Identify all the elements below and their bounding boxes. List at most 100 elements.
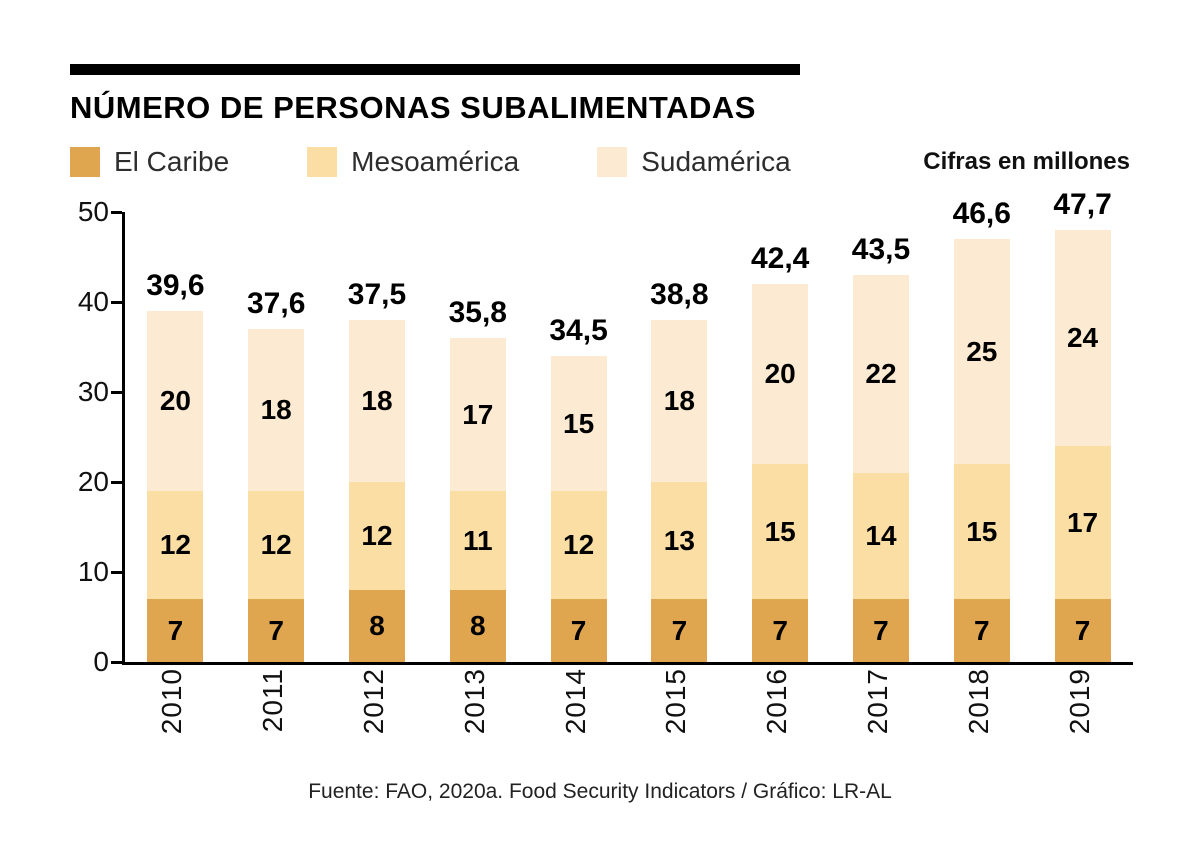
- bar-column-2011: 37,6 18 12 7: [247, 212, 305, 662]
- bar-segment-sudamérica: 24: [1054, 230, 1111, 446]
- x-axis-labels: 2010 2011 2012 2013 2014 2015 2016 2017 2018 2019: [122, 668, 1130, 768]
- y-axis-tick-label: 50: [77, 196, 109, 227]
- bar-segment-sudamérica: 17: [449, 338, 506, 491]
- bar-total-label: 37,5: [347, 278, 407, 311]
- segment-value-label: 25: [966, 335, 998, 367]
- bar-segment-el-caribe: 7: [953, 599, 1010, 662]
- segment-value-label: 12: [159, 529, 191, 560]
- bar-segment-el-caribe: 7: [651, 599, 708, 662]
- y-axis-tick-label: 30: [77, 376, 109, 407]
- segment-value-label: 15: [966, 515, 998, 547]
- bar-segment-mesoamérica: 11: [449, 491, 506, 590]
- bar-column-2012: 37,5 18 12 8: [348, 212, 406, 662]
- legend-label: Sudamérica: [641, 146, 791, 177]
- source-note: Fuente: FAO, 2020a. Food Security Indica…: [308, 780, 892, 803]
- x-axis-year-label: 2016: [761, 668, 793, 735]
- x-axis-label-cell: 2016: [749, 668, 805, 768]
- legend-swatch: [597, 147, 628, 177]
- x-axis-label-cell: 2012: [346, 668, 402, 768]
- chart: 39,6 20 12 7 37,6 18 12 7 37,5 18 12 8 35,8 17 11 8 34,5…: [78, 188, 1133, 676]
- bar-column-2010: 39,6 20 12 7: [146, 212, 205, 662]
- y-axis-tick-label: 10: [77, 556, 109, 587]
- segment-value-label: 7: [772, 614, 788, 646]
- bar-total-label: 43,5: [851, 233, 911, 266]
- bar-segment-mesoamérica: 14: [852, 473, 909, 599]
- bar-column-2015: 38,8 18 13 7: [650, 212, 709, 662]
- y-axis-tick: [111, 300, 122, 304]
- segment-value-label: 18: [361, 385, 393, 416]
- bar-column-2014: 34,5 15 12 7: [549, 212, 608, 662]
- bar-segment-mesoamérica: 13: [651, 482, 708, 599]
- legend-item: El Caribe: [70, 146, 229, 178]
- bar-total-label: 35,8: [448, 296, 507, 329]
- bar-total-label: 34,5: [549, 314, 608, 347]
- bar-segment-mesoamérica: 12: [348, 482, 405, 590]
- segment-value-label: 7: [1074, 614, 1091, 646]
- segment-value-label: 17: [462, 398, 494, 430]
- segment-value-label: 17: [1066, 506, 1099, 538]
- bar-total-label: 38,8: [650, 278, 709, 311]
- x-axis-year-label: 2018: [962, 668, 994, 735]
- bar-segment-sudamérica: 20: [752, 284, 809, 464]
- x-axis-year-label: 2015: [660, 668, 692, 735]
- bar-column-2018: 46,6 25 15 7: [953, 197, 1011, 662]
- y-axis-tick: [111, 480, 122, 484]
- bar-segment-el-caribe: 7: [852, 599, 909, 662]
- segment-value-label: 14: [865, 520, 897, 551]
- y-axis-tick-label: 40: [77, 286, 109, 317]
- bar-segment-mesoamérica: 15: [953, 464, 1010, 599]
- y-axis-tick: [111, 660, 122, 664]
- legend: El Caribe Mesoamérica Sudamérica: [70, 146, 869, 178]
- bar-total-label: 39,6: [146, 269, 205, 302]
- y-axis-tick-label: 20: [77, 466, 109, 497]
- segment-value-label: 12: [361, 520, 393, 551]
- bar-segment-sudamérica: 25: [953, 239, 1010, 464]
- bar-segment-mesoamérica: 17: [1054, 446, 1111, 599]
- segment-value-label: 20: [159, 385, 191, 416]
- bar-segment-sudamérica: 22: [852, 275, 909, 473]
- x-axis-label-cell: 2018: [951, 668, 1007, 768]
- legend-item: Sudamérica: [597, 146, 791, 178]
- segment-value-label: 7: [570, 614, 587, 646]
- segment-value-label: 15: [764, 515, 796, 547]
- bars-container: 39,6 20 12 7 37,6 18 12 7 37,5 18 12 8 35,8 17 11 8 34,5…: [125, 188, 1133, 662]
- bar-segment-sudamérica: 18: [348, 320, 405, 482]
- x-axis-year-label: 2013: [458, 668, 490, 735]
- x-axis-label-cell: 2015: [648, 668, 704, 768]
- y-axis-tick: [111, 390, 122, 394]
- bar-segment-mesoamérica: 15: [752, 464, 809, 599]
- segment-value-label: 7: [873, 614, 889, 646]
- bar-column-2013: 35,8 17 11 8: [449, 212, 507, 662]
- bar-total-label: 46,6: [952, 197, 1011, 230]
- legend-label: Mesoamérica: [351, 146, 520, 177]
- x-axis-year-label: 2012: [357, 668, 389, 735]
- x-axis-label-cell: 2011: [245, 668, 301, 768]
- y-axis-tick: [111, 210, 122, 214]
- bar-column-2019: 47,7 24 17 7: [1053, 188, 1112, 662]
- bar-segment-el-caribe: 8: [449, 590, 506, 662]
- y-axis-tick-label: 0: [93, 646, 109, 677]
- bar-total-label: 37,6: [246, 287, 306, 320]
- bar-segment-el-caribe: 8: [348, 590, 405, 662]
- plot-area: 39,6 20 12 7 37,6 18 12 7 37,5 18 12 8 35,8 17 11 8 34,5…: [78, 188, 1133, 676]
- bar-segment-mesoamérica: 12: [147, 491, 204, 599]
- segment-value-label: 12: [563, 529, 595, 560]
- bar-total-label: 42,4: [750, 242, 810, 275]
- legend-item: Mesoamérica: [307, 146, 519, 178]
- x-axis-year-label: 2011: [257, 668, 289, 733]
- bar-segment-sudamérica: 15: [550, 356, 607, 491]
- segment-value-label: 20: [764, 358, 796, 389]
- segment-value-label: 7: [973, 614, 990, 646]
- x-axis-year-label: 2010: [156, 668, 188, 735]
- segment-value-label: 18: [260, 394, 292, 425]
- segment-value-label: 8: [369, 610, 385, 641]
- bar-segment-el-caribe: 7: [550, 599, 607, 662]
- bar-column-2016: 42,4 20 15 7: [751, 212, 809, 662]
- segment-value-label: 7: [167, 614, 184, 646]
- segment-value-label: 13: [663, 524, 695, 556]
- x-axis-year-label: 2019: [1063, 668, 1095, 735]
- segment-value-label: 12: [260, 529, 292, 560]
- segment-value-label: 8: [469, 610, 486, 641]
- x-axis-label-cell: 2010: [144, 668, 200, 768]
- bar-segment-el-caribe: 7: [752, 599, 809, 662]
